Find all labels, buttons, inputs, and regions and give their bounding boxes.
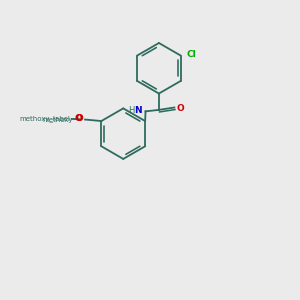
Text: Cl: Cl	[186, 50, 196, 58]
Text: H: H	[128, 106, 134, 115]
Text: O: O	[176, 104, 184, 113]
Text: N: N	[134, 106, 142, 115]
Text: methoxy: methoxy	[42, 117, 73, 123]
Text: O: O	[74, 114, 82, 123]
Text: methoxy_label: methoxy_label	[19, 116, 70, 122]
Text: O: O	[75, 114, 83, 123]
